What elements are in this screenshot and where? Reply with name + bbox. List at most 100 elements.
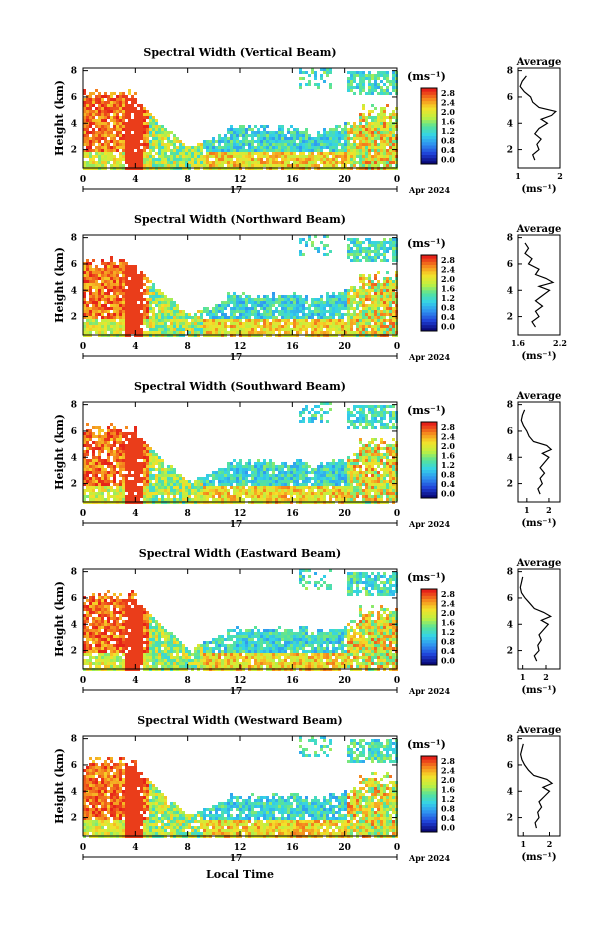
heatmap-cell: [317, 480, 320, 483]
heatmap-cell: [377, 271, 380, 274]
heatmap-cell: [101, 492, 104, 495]
heatmap-cell: [92, 453, 95, 456]
x-axis-label: Local Time: [206, 868, 274, 881]
heatmap-cell: [107, 444, 110, 447]
heatmap-cell: [236, 140, 239, 143]
heatmap-cell: [365, 313, 368, 316]
heatmap-cell: [317, 471, 320, 474]
heatmap-cell: [164, 313, 167, 316]
heatmap-cell: [269, 462, 272, 465]
heatmap-cell: [326, 244, 329, 247]
heatmap-cell: [227, 298, 230, 301]
heatmap-cell: [344, 489, 347, 492]
heatmap-cell: [323, 164, 326, 167]
heatmap-cell: [377, 304, 380, 307]
heatmap-cell: [341, 152, 344, 155]
heatmap-cell: [131, 158, 134, 161]
heatmap-cell: [86, 134, 89, 137]
heatmap-cell: [362, 131, 365, 134]
heatmap-cell: [113, 319, 116, 322]
heatmap-cell: [143, 146, 146, 149]
heatmap-cell: [362, 149, 365, 152]
heatmap-cell: [134, 98, 137, 101]
heatmap-cell: [263, 137, 266, 140]
heatmap-cell: [386, 116, 389, 119]
heatmap-cell: [212, 471, 215, 474]
colorbar-segment: [421, 312, 437, 316]
heatmap-cell: [239, 128, 242, 131]
heatmap-cell: [149, 325, 152, 328]
heatmap-cell: [128, 447, 131, 450]
heatmap-cell: [131, 298, 134, 301]
heatmap-cell: [245, 134, 248, 137]
heatmap-cell: [86, 164, 89, 167]
heatmap-cell: [347, 310, 350, 313]
heatmap-cell: [104, 307, 107, 310]
heatmap-cell: [125, 474, 128, 477]
heatmap-cell: [257, 295, 260, 298]
heatmap-cell: [353, 295, 356, 298]
colorbar-segment: [421, 270, 437, 275]
heatmap-cell: [230, 125, 233, 128]
heatmap-cell: [272, 328, 275, 331]
heatmap-cell: [95, 137, 98, 140]
heatmap-cell: [143, 477, 146, 480]
heatmap-cell: [104, 435, 107, 438]
heatmap-cell: [113, 161, 116, 164]
heatmap-cell: [110, 128, 113, 131]
heatmap-cell: [233, 468, 236, 471]
heatmap-cell: [290, 328, 293, 331]
heatmap-cell: [347, 420, 350, 423]
heatmap-cell: [275, 140, 278, 143]
heatmap-cell: [92, 116, 95, 119]
heatmap-cell: [143, 107, 146, 110]
heatmap-cell: [89, 328, 92, 331]
heatmap-cell: [293, 468, 296, 471]
heatmap-cell: [149, 146, 152, 149]
heatmap-cell: [323, 137, 326, 140]
heatmap-cell: [242, 325, 245, 328]
heatmap-cell: [83, 304, 86, 307]
heatmap-cell: [203, 164, 206, 167]
heatmap-cell: [287, 474, 290, 477]
heatmap-cell: [260, 489, 263, 492]
heatmap-cell: [152, 322, 155, 325]
heatmap-cell: [95, 298, 98, 301]
heatmap-cell: [353, 298, 356, 301]
heatmap-cell: [140, 128, 143, 131]
heatmap-cell: [290, 310, 293, 313]
heatmap-cell: [224, 328, 227, 331]
heatmap-cell: [194, 158, 197, 161]
heatmap-cell: [167, 471, 170, 474]
heatmap-cell: [347, 89, 350, 92]
heatmap-cell: [191, 158, 194, 161]
heatmap-cell: [338, 137, 341, 140]
heatmap-cell: [116, 441, 119, 444]
heatmap-cell: [323, 489, 326, 492]
heatmap-cell: [233, 480, 236, 483]
heatmap-cell: [392, 131, 395, 134]
colorbar-segment: [421, 88, 437, 92]
heatmap-cell: [131, 447, 134, 450]
heatmap-cell: [317, 86, 320, 89]
heatmap-cell: [200, 158, 203, 161]
heatmap-cell: [212, 137, 215, 140]
heatmap-cell: [206, 483, 209, 486]
heatmap-cell: [164, 474, 167, 477]
heatmap-cell: [149, 280, 152, 283]
heatmap-cell: [98, 304, 101, 307]
heatmap-cell: [326, 137, 329, 140]
heatmap-cell: [104, 146, 107, 149]
heatmap-cell: [98, 310, 101, 313]
heatmap-cell: [308, 322, 311, 325]
heatmap-cell: [197, 480, 200, 483]
heatmap-cell: [239, 149, 242, 152]
heatmap-cell: [287, 143, 290, 146]
heatmap-cell: [242, 152, 245, 155]
heatmap-cell: [200, 310, 203, 313]
heatmap-cell: [101, 459, 104, 462]
heatmap-cell: [347, 131, 350, 134]
heatmap-cell: [158, 152, 161, 155]
heatmap-cell: [137, 325, 140, 328]
heatmap-cell: [380, 143, 383, 146]
